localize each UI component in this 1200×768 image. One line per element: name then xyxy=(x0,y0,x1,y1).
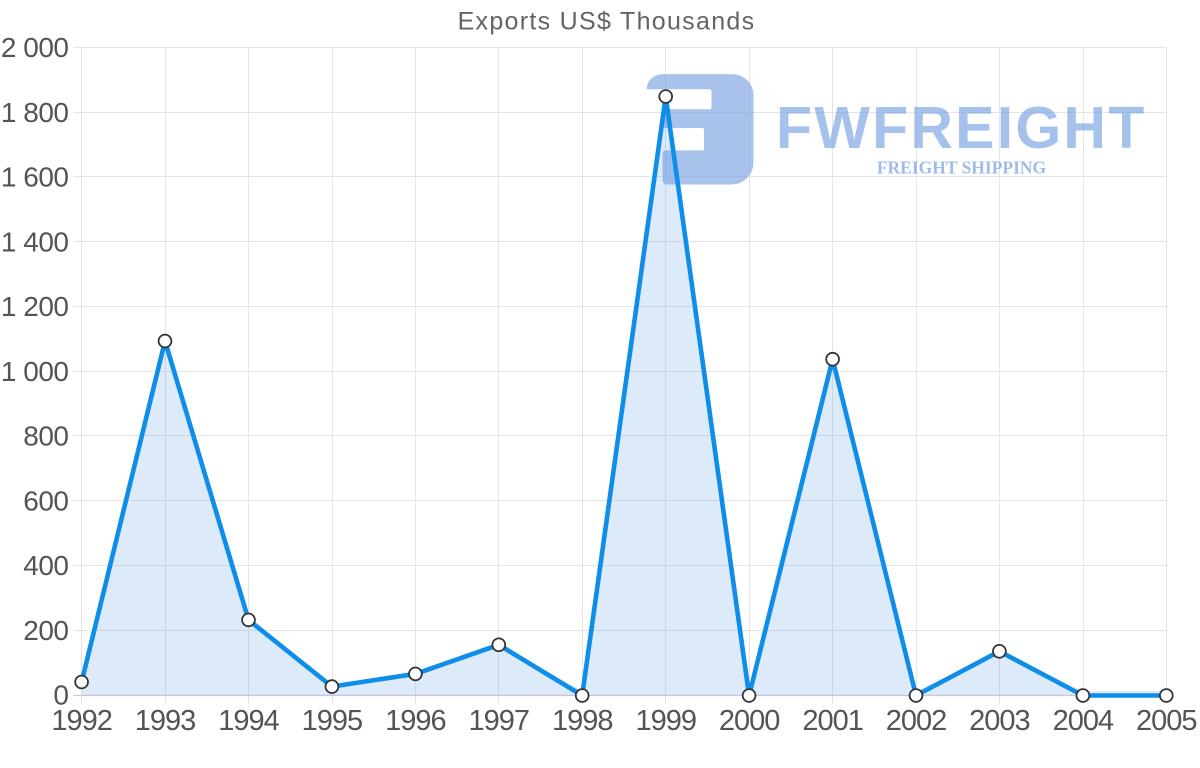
svg-text:200: 200 xyxy=(23,615,68,646)
svg-text:1 400: 1 400 xyxy=(1,226,69,257)
svg-text:2000: 2000 xyxy=(719,705,780,737)
svg-text:1 000: 1 000 xyxy=(1,356,69,387)
svg-text:Exports US$ Thousands: Exports US$ Thousands xyxy=(458,8,756,36)
svg-text:2002: 2002 xyxy=(886,705,947,737)
svg-text:1999: 1999 xyxy=(635,705,696,737)
svg-text:400: 400 xyxy=(23,550,68,581)
svg-text:1995: 1995 xyxy=(302,705,363,737)
svg-text:2004: 2004 xyxy=(1053,705,1114,737)
svg-text:2 000: 2 000 xyxy=(1,32,69,63)
svg-text:FREIGHT SHIPPING: FREIGHT SHIPPING xyxy=(877,158,1047,178)
svg-text:1993: 1993 xyxy=(135,705,196,737)
svg-text:1992: 1992 xyxy=(51,705,112,737)
svg-text:800: 800 xyxy=(23,421,68,452)
svg-text:1 600: 1 600 xyxy=(1,162,69,193)
svg-text:2001: 2001 xyxy=(802,705,863,737)
svg-text:2005: 2005 xyxy=(1136,705,1197,737)
svg-text:1997: 1997 xyxy=(469,705,530,737)
svg-text:1 800: 1 800 xyxy=(1,97,69,128)
svg-text:FWFREIGHT: FWFREIGHT xyxy=(776,95,1146,161)
svg-text:1998: 1998 xyxy=(552,705,613,737)
svg-text:1994: 1994 xyxy=(218,705,279,737)
svg-text:1996: 1996 xyxy=(385,705,446,737)
svg-text:600: 600 xyxy=(23,485,68,516)
svg-text:1 200: 1 200 xyxy=(1,291,69,322)
svg-text:2003: 2003 xyxy=(969,705,1030,737)
svg-text:0: 0 xyxy=(53,680,68,711)
